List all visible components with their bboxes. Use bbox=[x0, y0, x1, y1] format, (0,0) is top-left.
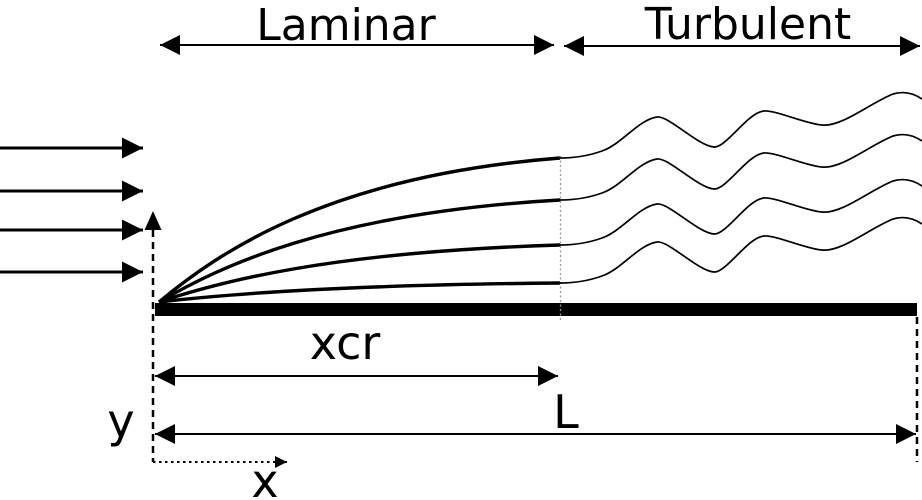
y-axis-label: y bbox=[107, 394, 134, 448]
freestream-arrows bbox=[0, 137, 143, 283]
laminar-boundary-curve bbox=[157, 156, 561, 304]
turbulent-streamline bbox=[559, 216, 922, 284]
laminar-boundary-curve bbox=[158, 281, 561, 304]
xcr-dimension-label: xcr bbox=[310, 316, 381, 370]
laminar-boundary-curves bbox=[157, 156, 561, 304]
laminar-region-label: Laminar bbox=[256, 0, 436, 51]
turbulent-region-label: Turbulent bbox=[644, 0, 851, 50]
x-axis-label: x bbox=[251, 454, 278, 500]
y-axis-arrowhead-icon bbox=[144, 211, 162, 230]
plate-length-label: L bbox=[553, 385, 579, 439]
flat-plate bbox=[155, 303, 917, 316]
turbulent-streamline bbox=[559, 178, 922, 246]
laminar-boundary-curve bbox=[158, 198, 561, 304]
laminar-boundary-curve bbox=[158, 243, 561, 304]
turbulent-streamlines bbox=[559, 91, 922, 284]
